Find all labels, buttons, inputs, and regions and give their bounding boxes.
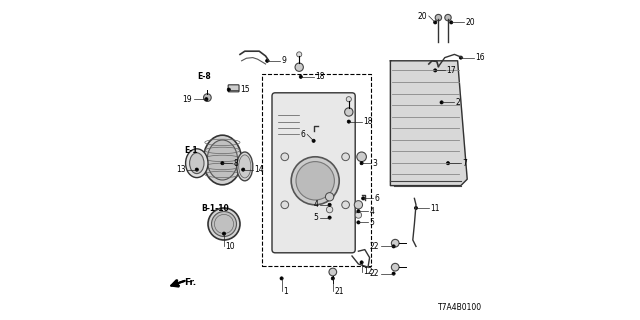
Text: E-1: E-1: [184, 146, 198, 155]
Circle shape: [434, 69, 437, 72]
Circle shape: [227, 88, 230, 91]
Ellipse shape: [237, 152, 253, 181]
Circle shape: [223, 232, 226, 235]
Text: 10: 10: [226, 242, 236, 251]
Circle shape: [355, 212, 362, 218]
Circle shape: [195, 168, 198, 171]
Circle shape: [332, 277, 335, 280]
Circle shape: [355, 201, 362, 209]
Text: 21: 21: [334, 287, 344, 296]
Circle shape: [449, 21, 453, 24]
Circle shape: [445, 14, 451, 21]
Circle shape: [392, 245, 396, 248]
Circle shape: [434, 21, 437, 24]
Circle shape: [326, 206, 333, 213]
Text: Fr.: Fr.: [184, 278, 196, 287]
Text: 13: 13: [176, 165, 186, 174]
Text: 5: 5: [370, 218, 374, 227]
Circle shape: [328, 216, 332, 219]
Ellipse shape: [186, 149, 208, 178]
FancyBboxPatch shape: [272, 93, 355, 253]
Circle shape: [342, 201, 349, 209]
Text: B-1-10: B-1-10: [202, 204, 229, 212]
Circle shape: [326, 193, 334, 201]
Circle shape: [357, 210, 360, 213]
Ellipse shape: [207, 140, 237, 180]
Text: 17: 17: [447, 66, 456, 75]
Circle shape: [459, 56, 463, 59]
Circle shape: [357, 221, 360, 224]
Text: 9: 9: [282, 56, 287, 65]
Circle shape: [205, 98, 208, 101]
Circle shape: [266, 59, 269, 62]
Circle shape: [328, 203, 332, 206]
Text: 20: 20: [466, 18, 476, 27]
Circle shape: [281, 153, 289, 161]
Text: 1: 1: [283, 287, 288, 296]
Text: 5: 5: [314, 213, 319, 222]
Circle shape: [296, 162, 334, 200]
Circle shape: [392, 239, 399, 247]
Text: 22: 22: [370, 269, 379, 278]
Text: 18: 18: [364, 117, 372, 126]
Text: 12: 12: [364, 268, 372, 276]
Circle shape: [242, 168, 244, 171]
Circle shape: [447, 162, 450, 165]
FancyBboxPatch shape: [228, 85, 239, 92]
Text: 8: 8: [234, 159, 238, 168]
Circle shape: [392, 272, 396, 275]
Text: 16: 16: [475, 53, 485, 62]
Text: 6: 6: [301, 130, 306, 139]
Ellipse shape: [239, 155, 251, 178]
Circle shape: [312, 139, 316, 142]
Circle shape: [300, 75, 303, 78]
Ellipse shape: [189, 153, 204, 173]
Text: 6: 6: [374, 194, 380, 203]
Circle shape: [297, 52, 302, 57]
Text: 4: 4: [370, 207, 374, 216]
Circle shape: [392, 263, 399, 271]
Text: T7A4B0100: T7A4B0100: [438, 303, 483, 312]
Text: 7: 7: [463, 159, 467, 168]
Text: 4: 4: [314, 200, 319, 209]
Ellipse shape: [211, 212, 237, 236]
Circle shape: [280, 277, 284, 280]
Circle shape: [347, 120, 351, 123]
Circle shape: [342, 153, 349, 161]
Circle shape: [362, 197, 365, 200]
Circle shape: [221, 162, 224, 165]
Text: 11: 11: [431, 204, 440, 212]
Circle shape: [360, 162, 364, 165]
Circle shape: [346, 97, 351, 102]
Bar: [262, 74, 371, 266]
Circle shape: [415, 206, 418, 210]
Text: E-8: E-8: [197, 72, 211, 81]
Ellipse shape: [208, 208, 240, 240]
Text: 3: 3: [372, 159, 378, 168]
Text: 22: 22: [370, 242, 379, 251]
Circle shape: [329, 268, 337, 276]
Polygon shape: [390, 61, 467, 186]
Circle shape: [435, 14, 442, 21]
Text: 19: 19: [182, 95, 192, 104]
Circle shape: [357, 152, 367, 162]
Circle shape: [344, 108, 353, 116]
Circle shape: [291, 157, 339, 205]
Text: 14: 14: [255, 165, 264, 174]
Text: 2: 2: [456, 98, 461, 107]
Ellipse shape: [204, 135, 242, 185]
Text: 18: 18: [315, 72, 324, 81]
Text: 15: 15: [240, 85, 250, 94]
Circle shape: [440, 101, 444, 104]
Text: 20: 20: [417, 12, 428, 20]
Circle shape: [360, 261, 364, 264]
Circle shape: [295, 63, 303, 71]
Circle shape: [281, 201, 289, 209]
Circle shape: [204, 94, 211, 101]
